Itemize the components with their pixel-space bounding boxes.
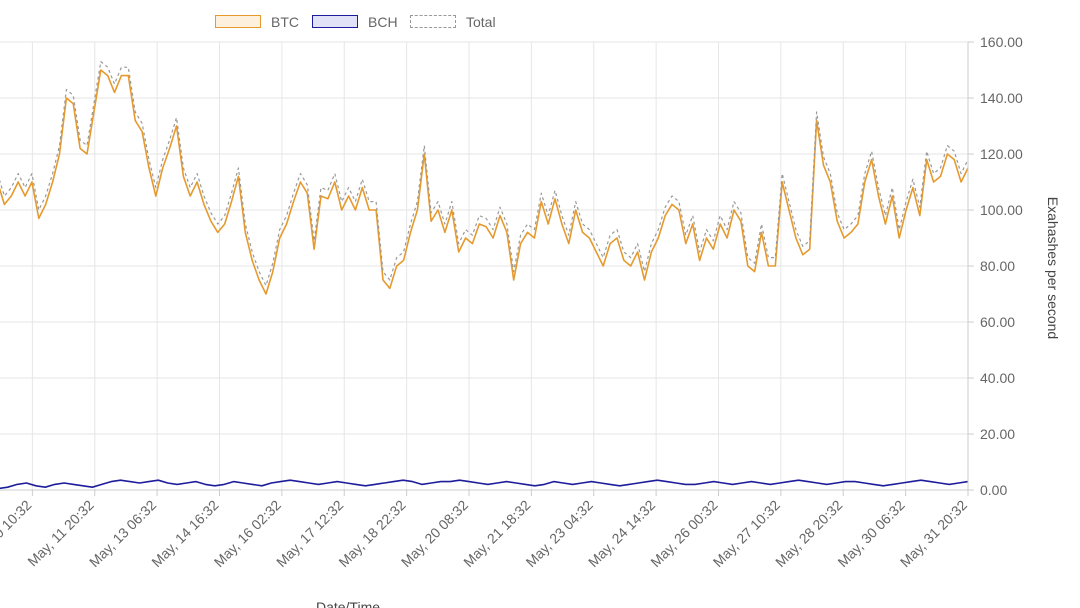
series-lines: [0, 61, 969, 490]
legend-swatch-bch: [312, 15, 358, 28]
series-line-btc: [0, 69, 969, 295]
series-line-bch: [0, 479, 969, 490]
legend-label-total: Total: [466, 14, 496, 30]
y-tick-label: 140.00: [980, 90, 1023, 106]
grid-lines: [0, 41, 969, 491]
chart-legend: BTC BCH Total: [0, 10, 1080, 34]
y-tick-label: 20.00: [980, 426, 1015, 442]
y-tick-label: 160.00: [980, 34, 1023, 50]
y-tick-label: 40.00: [980, 370, 1015, 386]
y-tick-label: 60.00: [980, 314, 1015, 330]
y-tick-label: 120.00: [980, 146, 1023, 162]
y-axis-title: Exahashes per second: [1045, 197, 1061, 339]
y-axis: 0.00 20.00 40.00 60.00 80.00 100.00 120.00 140.…: [967, 34, 1023, 498]
y-tick-label: 100.00: [980, 202, 1023, 218]
legend-swatch-total: [410, 15, 456, 28]
x-tick-label: May, 31 20:32: [897, 497, 970, 570]
legend-label-btc: BTC: [271, 14, 299, 30]
legend-label-bch: BCH: [368, 14, 398, 30]
y-tick-label: 0.00: [980, 482, 1007, 498]
series-line-total: [0, 61, 969, 287]
x-axis-title: Date/Time: [316, 599, 380, 608]
legend-swatch-btc: [215, 15, 261, 28]
y-tick-label: 80.00: [980, 258, 1015, 274]
